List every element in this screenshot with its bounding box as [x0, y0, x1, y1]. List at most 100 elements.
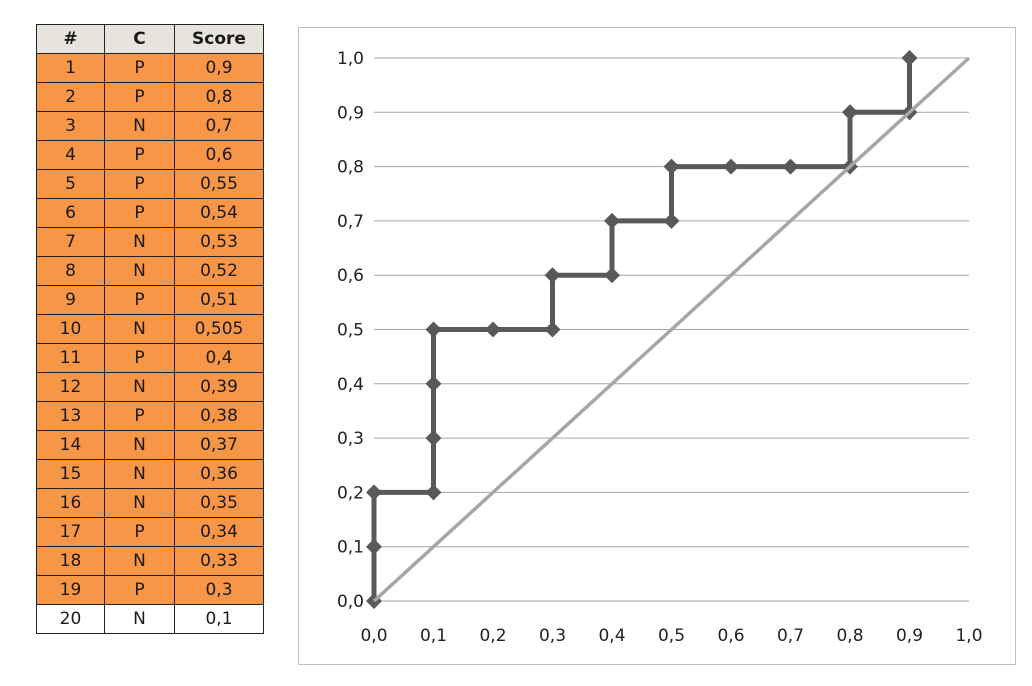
cell-index: 17 — [36, 517, 105, 547]
cell-class: P — [104, 575, 175, 605]
y-tick-label: 0,8 — [337, 158, 364, 178]
diagonal-reference-line — [372, 56, 971, 603]
header-class: C — [104, 24, 175, 54]
cell-class: N — [104, 430, 175, 460]
cell-score: 0,3 — [174, 575, 264, 605]
y-tick-label: 0,2 — [337, 483, 364, 503]
cell-index: 8 — [36, 256, 105, 286]
cell-index: 13 — [36, 401, 105, 431]
cell-index: 20 — [36, 604, 105, 634]
x-tick-label: 0,8 — [836, 626, 863, 646]
cell-index: 6 — [36, 198, 105, 228]
roc-chart: 0,0 0,1 0,2 0,3 0,4 0,5 0,6 0,7 0,8 0,9 1,0 0,0 0,1 0… — [337, 49, 983, 646]
cell-class: N — [104, 604, 175, 634]
cell-class: N — [104, 459, 175, 489]
table-row: 6 P 0,54 — [36, 198, 264, 228]
cell-score: 0,8 — [174, 82, 264, 112]
cell-index: 11 — [36, 343, 105, 373]
table-row: 14 N 0,37 — [36, 430, 264, 460]
cell-class: N — [104, 256, 175, 286]
header-score: Score — [174, 24, 264, 54]
table-row: 1 P 0,9 — [36, 53, 264, 83]
cell-index: 3 — [36, 111, 105, 141]
table-row: 9 P 0,51 — [36, 285, 264, 315]
roc-point-marker — [366, 484, 382, 501]
cell-class: P — [104, 285, 175, 315]
cell-score: 0,55 — [174, 169, 264, 199]
cell-class: P — [104, 517, 175, 547]
header-index: # — [36, 24, 105, 54]
roc-point-marker — [723, 158, 739, 175]
cell-score: 0,53 — [174, 227, 264, 257]
cell-index: 10 — [36, 314, 105, 344]
roc-curve-line — [371, 58, 912, 601]
cell-class: P — [104, 140, 175, 170]
y-tick-label: 1,0 — [337, 49, 364, 69]
cell-index: 5 — [36, 169, 105, 199]
x-tick-label: 0,9 — [896, 626, 923, 646]
cell-class: N — [104, 488, 175, 518]
cell-score: 0,505 — [174, 314, 264, 344]
cell-score: 0,36 — [174, 459, 264, 489]
y-tick-label: 0,0 — [337, 592, 364, 612]
cell-index: 9 — [36, 285, 105, 315]
roc-point-marker — [425, 375, 442, 392]
cell-score: 0,34 — [174, 517, 264, 547]
x-tick-label: 0,2 — [479, 626, 506, 646]
roc-point-marker — [782, 158, 799, 175]
roc-point-marker — [901, 50, 918, 66]
y-tick-label: 0,4 — [337, 375, 364, 395]
roc-point-marker — [842, 104, 858, 121]
cell-index: 7 — [36, 227, 105, 257]
cell-score: 0,4 — [174, 343, 264, 373]
roc-point-marker — [425, 321, 442, 338]
cell-class: P — [104, 82, 175, 112]
table-row: 8 N 0,52 — [36, 256, 264, 286]
table-header-row: # C Score — [36, 24, 264, 54]
cell-class: N — [104, 227, 175, 257]
table-row: 19 P 0,3 — [36, 575, 264, 605]
roc-point-marker — [366, 538, 382, 555]
cell-class: P — [104, 343, 175, 373]
roc-point-marker — [663, 212, 680, 229]
cell-class: N — [104, 314, 175, 344]
y-tick-label: 0,9 — [337, 103, 364, 123]
cell-class: N — [104, 372, 175, 402]
roc-point-marker — [425, 430, 442, 447]
cell-score: 0,35 — [174, 488, 264, 518]
cell-index: 2 — [36, 82, 105, 112]
cell-class: P — [104, 169, 175, 199]
table-row: 2 P 0,8 — [36, 82, 264, 112]
cell-score: 0,54 — [174, 198, 264, 228]
cell-index: 4 — [36, 140, 105, 170]
cell-class: P — [104, 401, 175, 431]
roc-point-marker — [663, 158, 680, 175]
cell-index: 1 — [36, 53, 105, 83]
cell-score: 0,51 — [174, 285, 264, 315]
y-tick-label: 0,5 — [337, 321, 364, 341]
table-row: 16 N 0,35 — [36, 488, 264, 518]
x-tick-label: 0,1 — [420, 626, 447, 646]
roc-point-marker — [604, 267, 620, 284]
roc-point-marker — [544, 267, 561, 284]
y-tick-label: 0,3 — [337, 429, 364, 449]
cell-score: 0,1 — [174, 604, 264, 634]
table-body: 1 P 0,9 2 P 0,8 3 N 0,7 4 P 0,6 5 P 0,55 6 P 0,54 7 N 0,53 8 N… — [36, 53, 264, 634]
cell-index: 18 — [36, 546, 105, 576]
table-row: 13 P 0,38 — [36, 401, 264, 431]
table-row: 10 N 0,505 — [36, 314, 264, 344]
y-tick-label: 0,7 — [337, 212, 364, 232]
y-tick-label: 0,6 — [337, 266, 364, 286]
cell-score: 0,37 — [174, 430, 264, 460]
cell-score: 0,9 — [174, 53, 264, 83]
cell-score: 0,39 — [174, 372, 264, 402]
x-tick-label: 0,7 — [777, 626, 804, 646]
cell-class: P — [104, 53, 175, 83]
table-row: 5 P 0,55 — [36, 169, 264, 199]
cell-class: N — [104, 546, 175, 576]
cell-index: 14 — [36, 430, 105, 460]
cell-index: 15 — [36, 459, 105, 489]
cell-score: 0,52 — [174, 256, 264, 286]
x-tick-label: 1,0 — [955, 626, 982, 646]
cell-score: 0,7 — [174, 111, 264, 141]
